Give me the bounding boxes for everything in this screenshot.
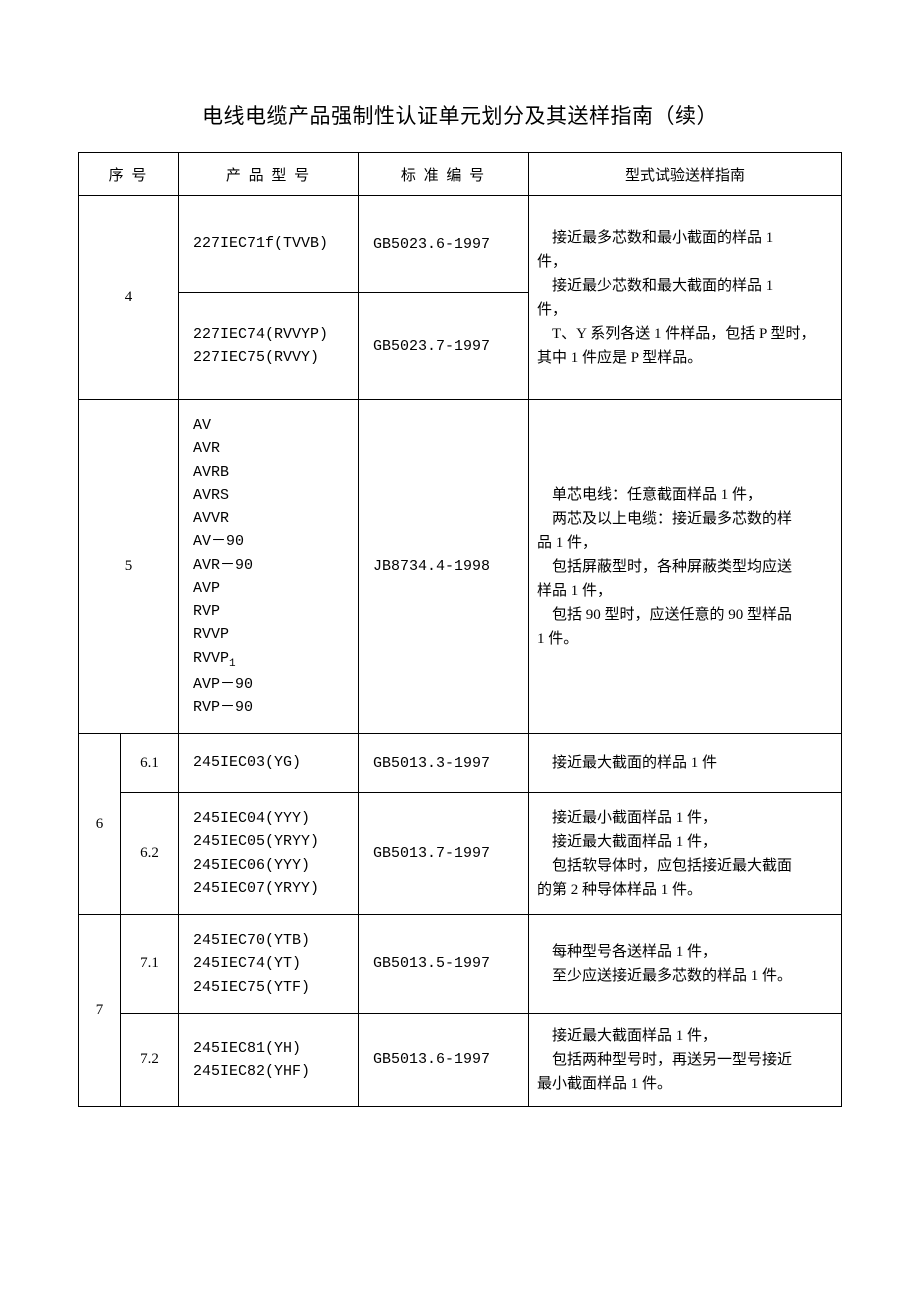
guide-line: 接近最大截面样品 1 件， — [537, 1024, 831, 1048]
product-cell: 245IEC03(YG) — [179, 734, 359, 793]
subseq-cell: 7.2 — [121, 1013, 179, 1106]
standard-cell: GB5023.7-1997 — [359, 293, 529, 400]
col-standard: 标 准 编 号 — [359, 153, 529, 196]
guide-line: T、Y 系列各送 1 件样品，包括 P 型时， — [537, 322, 831, 346]
guide-line: 包括屏蔽型时，各种屏蔽类型均应送 — [537, 555, 831, 579]
seq-cell: 6 — [79, 734, 121, 915]
table-row: 6 6.1 245IEC03(YG) GB5013.3-1997 接近最大截面的… — [79, 734, 842, 793]
guide-cell: 接近最小截面样品 1 件， 接近最大截面样品 1 件， 包括软导体时，应包括接近… — [529, 793, 842, 915]
guide-line: 的第 2 种导体样品 1 件。 — [537, 882, 702, 898]
product-cell: 245IEC81(YH) 245IEC82(YHF) — [179, 1013, 359, 1106]
table-row: 4 227IEC71f(TVVB) GB5023.6-1997 接近最多芯数和最… — [79, 196, 842, 293]
guide-line: 其中 1 件应是 P 型样品。 — [537, 350, 702, 366]
guide-line: 最小截面样品 1 件。 — [537, 1076, 672, 1092]
table-row: 5 AV AVR AVRB AVRS AVVR AV－90 AVR－90 AVP… — [79, 400, 842, 734]
guide-cell: 单芯电线：任意截面样品 1 件， 两芯及以上电缆：接近最多芯数的样 品 1 件，… — [529, 400, 842, 734]
standard-cell: GB5023.6-1997 — [359, 196, 529, 293]
guide-line: 件， — [537, 302, 567, 318]
guide-line: 接近最少芯数和最大截面的样品 1 — [537, 274, 831, 298]
standard-cell: GB5013.5-1997 — [359, 915, 529, 1014]
table-header-row: 序 号 产 品 型 号 标 准 编 号 型式试验送样指南 — [79, 153, 842, 196]
table-row: 7 7.1 245IEC70(YTB) 245IEC74(YT) 245IEC7… — [79, 915, 842, 1014]
product-cell: 227IEC74(RVVYP) 227IEC75(RVVY) — [179, 293, 359, 400]
guide-line: 包括 90 型时，应送任意的 90 型样品 — [537, 603, 831, 627]
guide-cell: 接近最大截面样品 1 件， 包括两种型号时，再送另一型号接近 最小截面样品 1 … — [529, 1013, 842, 1106]
seq-cell: 5 — [79, 400, 179, 734]
guide-line: 至少应送接近最多芯数的样品 1 件。 — [537, 964, 831, 988]
guide-cell: 每种型号各送样品 1 件， 至少应送接近最多芯数的样品 1 件。 — [529, 915, 842, 1014]
subseq-cell: 6.1 — [121, 734, 179, 793]
col-guide: 型式试验送样指南 — [529, 153, 842, 196]
guide-line: 单芯电线：任意截面样品 1 件， — [537, 483, 831, 507]
guide-line: 接近最小截面样品 1 件， — [537, 806, 831, 830]
guide-line: 两芯及以上电缆：接近最多芯数的样 — [537, 507, 831, 531]
seq-cell: 7 — [79, 915, 121, 1107]
guide-line: 包括软导体时，应包括接近最大截面 — [537, 854, 831, 878]
product-cell: 245IEC70(YTB) 245IEC74(YT) 245IEC75(YTF) — [179, 915, 359, 1014]
standard-cell: JB8734.4-1998 — [359, 400, 529, 734]
guide-line: 包括两种型号时，再送另一型号接近 — [537, 1048, 831, 1072]
guide-cell: 接近最多芯数和最小截面的样品 1 件， 接近最少芯数和最大截面的样品 1 件， … — [529, 196, 842, 400]
spec-table: 序 号 产 品 型 号 标 准 编 号 型式试验送样指南 4 227IEC71f… — [78, 152, 842, 1107]
subseq-cell: 7.1 — [121, 915, 179, 1014]
guide-line: 品 1 件， — [537, 535, 597, 551]
product-cell: AV AVR AVRB AVRS AVVR AV－90 AVR－90 AVP R… — [179, 400, 359, 734]
col-seq: 序 号 — [79, 153, 179, 196]
standard-cell: GB5013.6-1997 — [359, 1013, 529, 1106]
guide-line: 接近最大截面样品 1 件， — [537, 830, 831, 854]
page-title: 电线电缆产品强制性认证单元划分及其送样指南（续） — [78, 100, 842, 130]
guide-line: 接近最多芯数和最小截面的样品 1 — [537, 226, 831, 250]
standard-cell: GB5013.7-1997 — [359, 793, 529, 915]
guide-line: 件， — [537, 254, 567, 270]
col-product: 产 品 型 号 — [179, 153, 359, 196]
guide-line: 样品 1 件， — [537, 583, 612, 599]
table-row: 6.2 245IEC04(YYY) 245IEC05(YRYY) 245IEC0… — [79, 793, 842, 915]
standard-cell: GB5013.3-1997 — [359, 734, 529, 793]
product-cell: 227IEC71f(TVVB) — [179, 196, 359, 293]
guide-cell: 接近最大截面的样品 1 件 — [529, 734, 842, 793]
guide-line: 接近最大截面的样品 1 件 — [537, 751, 831, 775]
subseq-cell: 6.2 — [121, 793, 179, 915]
guide-line: 1 件。 — [537, 631, 578, 647]
guide-line: 每种型号各送样品 1 件， — [537, 940, 831, 964]
table-row: 7.2 245IEC81(YH) 245IEC82(YHF) GB5013.6-… — [79, 1013, 842, 1106]
product-cell: 245IEC04(YYY) 245IEC05(YRYY) 245IEC06(YY… — [179, 793, 359, 915]
seq-cell: 4 — [79, 196, 179, 400]
